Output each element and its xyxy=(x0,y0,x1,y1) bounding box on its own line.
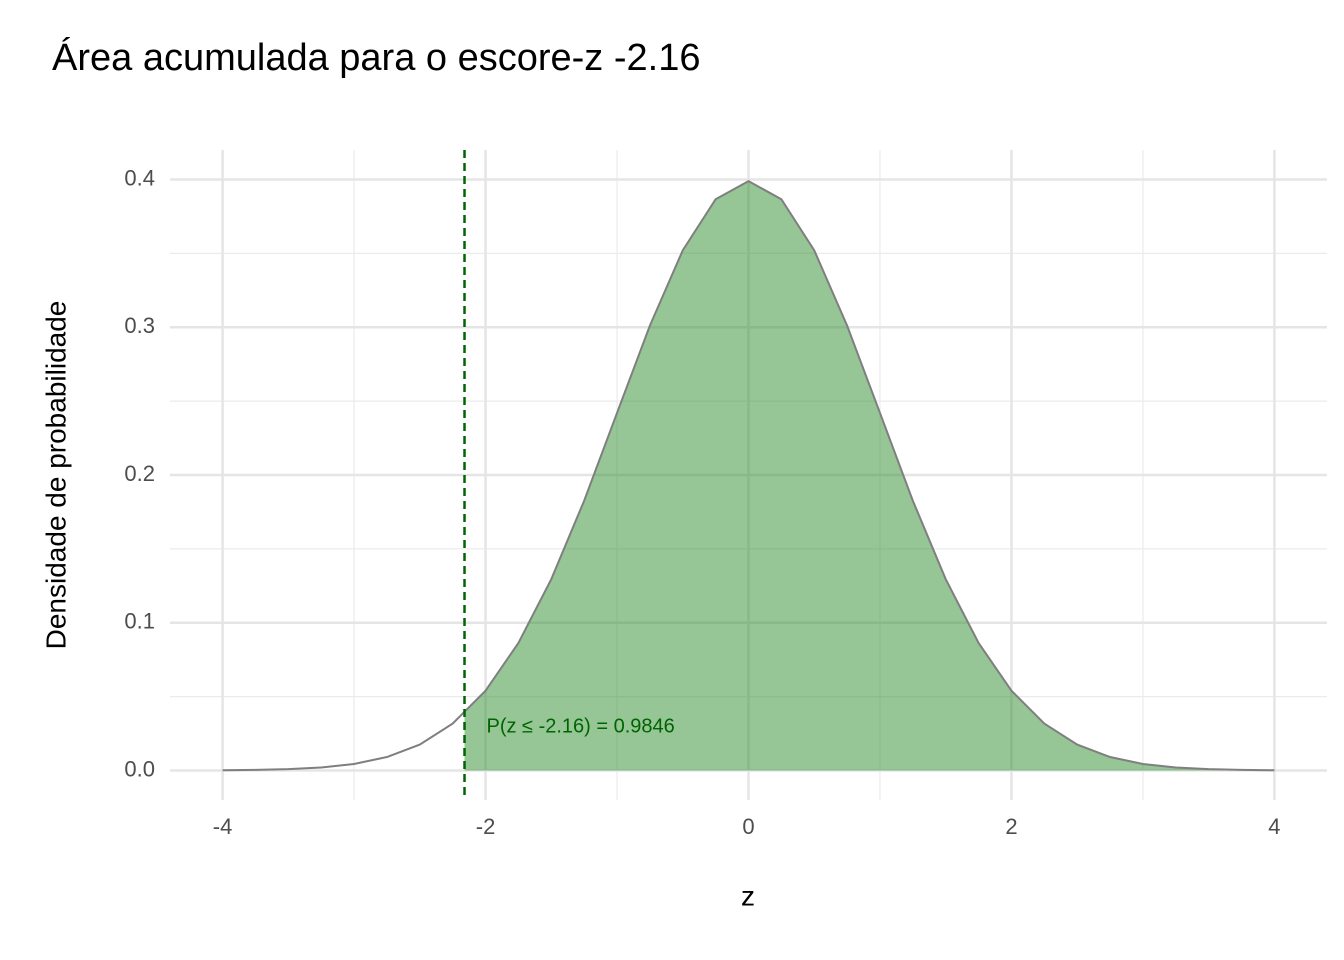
x-tick-label: 4 xyxy=(1268,814,1280,839)
x-tick-label: -4 xyxy=(213,814,233,839)
annotation: P(z ≤ -2.16) = 0.9846 xyxy=(487,716,675,738)
y-axis-label: Densidade de probabilidade xyxy=(40,301,71,650)
x-tick-label: 2 xyxy=(1005,814,1017,839)
y-tick-label: 0.2 xyxy=(124,461,155,486)
y-tick-label: 0.1 xyxy=(124,609,155,634)
y-tick-label: 0.3 xyxy=(124,313,155,338)
area xyxy=(464,181,1275,771)
chart-title: Área acumulada para o escore-z -2.16 xyxy=(52,36,700,79)
y-tick-label: 0.0 xyxy=(124,756,155,781)
y-tick-label: 0.4 xyxy=(124,165,155,190)
x-axis-label: z xyxy=(741,880,755,911)
density-curve xyxy=(222,180,1275,772)
x-tick-label: -2 xyxy=(476,814,496,839)
x-tick-label: 0 xyxy=(742,814,754,839)
